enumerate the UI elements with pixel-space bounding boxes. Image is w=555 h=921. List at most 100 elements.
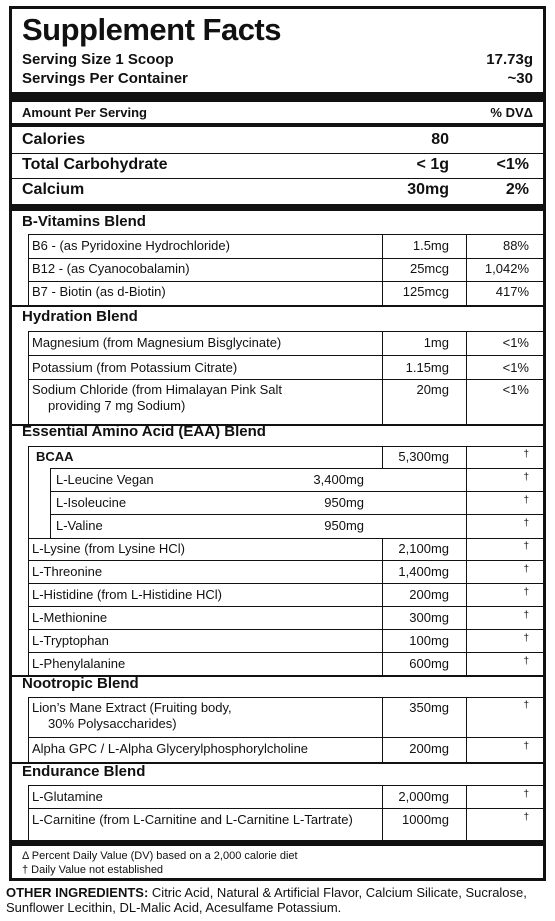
divider (28, 355, 543, 356)
divider (50, 491, 543, 492)
divider (28, 629, 543, 630)
sodium-label: Sodium Chloride (from Himalayan Pink Sal… (32, 382, 282, 397)
threonine-dv: † (523, 564, 529, 575)
divider (28, 379, 543, 380)
phenylalanine-dv: † (523, 656, 529, 667)
other-ingredients-text: Citric Acid, Natural & Artificial Flavor… (6, 885, 527, 915)
divider (28, 446, 543, 447)
b6-label: B6 - (as Pyridoxine Hydrochloride) (32, 238, 230, 253)
phenylalanine-amount: 600mg (409, 656, 449, 671)
carbs-amount: < 1g (416, 156, 449, 173)
other-ingredients-label: OTHER INGREDIENTS: (6, 885, 149, 900)
section-divider (12, 675, 543, 677)
footnote-dv: Δ Percent Daily Value (DV) based on a 2,… (22, 850, 298, 862)
methionine-amount: 300mg (409, 610, 449, 625)
section-divider (12, 424, 543, 426)
b7-label: B7 - Biotin (as d-Biotin) (32, 284, 166, 299)
divider (466, 697, 467, 762)
histidine-label: L-Histidine (from L-Histidine HCl) (32, 587, 222, 602)
divider (466, 234, 467, 305)
histidine-amount: 200mg (409, 587, 449, 602)
divider (382, 331, 383, 424)
alpha-gpc-amount: 200mg (409, 741, 449, 756)
b12-dv: 1,042% (484, 261, 529, 276)
endurance-heading: Endurance Blend (22, 763, 146, 780)
divider (466, 785, 467, 840)
nootropic-heading: Nootropic Blend (22, 675, 139, 692)
divider (28, 281, 543, 282)
serving-size-value: 17.73g (486, 51, 533, 68)
divider (28, 234, 29, 305)
magnesium-amount: 1mg (423, 335, 449, 350)
thick-divider (12, 92, 543, 102)
divider (28, 583, 543, 584)
isoleucine-label: L-Isoleucine (56, 495, 127, 510)
tryptophan-label: L-Tryptophan (32, 633, 109, 648)
alpha-gpc-dv: † (523, 741, 529, 752)
divider (28, 331, 543, 332)
bcaa-label: BCAA (36, 449, 74, 464)
divider (28, 606, 543, 607)
divider (382, 446, 383, 468)
other-ingredients: OTHER INGREDIENTS: Citric Acid, Natural … (6, 885, 551, 915)
calories-label: Calories (22, 131, 86, 148)
divider (466, 446, 467, 675)
lions-mane-label-line2: 30% Polysaccharides) (48, 716, 177, 731)
supplement-facts-panel: Supplement Facts Serving Size 1 Scoop 17… (9, 6, 546, 881)
sodium-label-line2: providing 7 mg Sodium) (48, 398, 186, 413)
divider (382, 697, 383, 762)
divider (28, 258, 543, 259)
amount-per-serving-header: Amount Per Serving (22, 105, 147, 120)
glutamine-dv: † (523, 789, 529, 800)
isoleucine-amount: 950mg (324, 495, 364, 510)
medium-divider (12, 123, 543, 127)
b-vitamins-heading: B-Vitamins Blend (22, 213, 146, 230)
carnitine-label: L-Carnitine (from L-Carnitine and L-Carn… (32, 812, 353, 827)
sodium-amount: 20mg (416, 382, 449, 397)
potassium-label: Potassium (from Potassium Citrate) (32, 360, 238, 375)
thick-divider (12, 204, 543, 211)
calcium-label: Calcium (22, 181, 85, 198)
servings-label: Servings Per Container (22, 70, 188, 87)
glutamine-label: L-Glutamine (32, 789, 103, 804)
calcium-amount: 30mg (407, 181, 449, 198)
bcaa-dv: † (523, 449, 529, 460)
lions-mane-label: Lion’s Mane Extract (Fruiting body, (32, 700, 232, 715)
divider (50, 468, 51, 538)
lysine-amount: 2,100mg (398, 541, 449, 556)
histidine-dv: † (523, 587, 529, 598)
divider (28, 538, 543, 539)
footnote-dagger: † Daily Value not established (22, 864, 164, 876)
carbs-label: Total Carbohydrate (22, 156, 168, 173)
tryptophan-amount: 100mg (409, 633, 449, 648)
methionine-dv: † (523, 610, 529, 621)
valine-amount: 950mg (324, 518, 364, 533)
divider (28, 697, 543, 698)
serving-size-label: Serving Size 1 Scoop (22, 51, 174, 68)
threonine-amount: 1,400mg (398, 564, 449, 579)
b6-amount: 1.5mg (412, 238, 449, 253)
divider (28, 808, 543, 809)
divider (466, 331, 467, 424)
alpha-gpc-label: Alpha GPC / L-Alpha Glycerylphosphorylch… (32, 741, 309, 756)
section-divider (12, 305, 543, 307)
lysine-dv: † (523, 541, 529, 552)
divider (28, 737, 543, 738)
section-divider (12, 762, 543, 764)
magnesium-label: Magnesium (from Magnesium Bisglycinate) (32, 335, 282, 350)
carnitine-dv: † (523, 812, 529, 823)
divider (28, 652, 543, 653)
isoleucine-dv: † (523, 495, 529, 506)
divider (28, 785, 543, 786)
divider (28, 785, 29, 840)
b12-label: B12 - (as Cyanocobalamin) (32, 261, 190, 276)
leucine-dv: † (523, 472, 529, 483)
divider (50, 514, 543, 515)
glutamine-amount: 2,000mg (398, 789, 449, 804)
bcaa-amount: 5,300mg (398, 449, 449, 464)
threonine-label: L-Threonine (32, 564, 103, 579)
leucine-amount: 3,400mg (313, 472, 364, 487)
phenylalanine-label: L-Phenylalanine (32, 656, 126, 671)
divider (382, 785, 383, 840)
valine-label: L-Valine (56, 518, 103, 533)
